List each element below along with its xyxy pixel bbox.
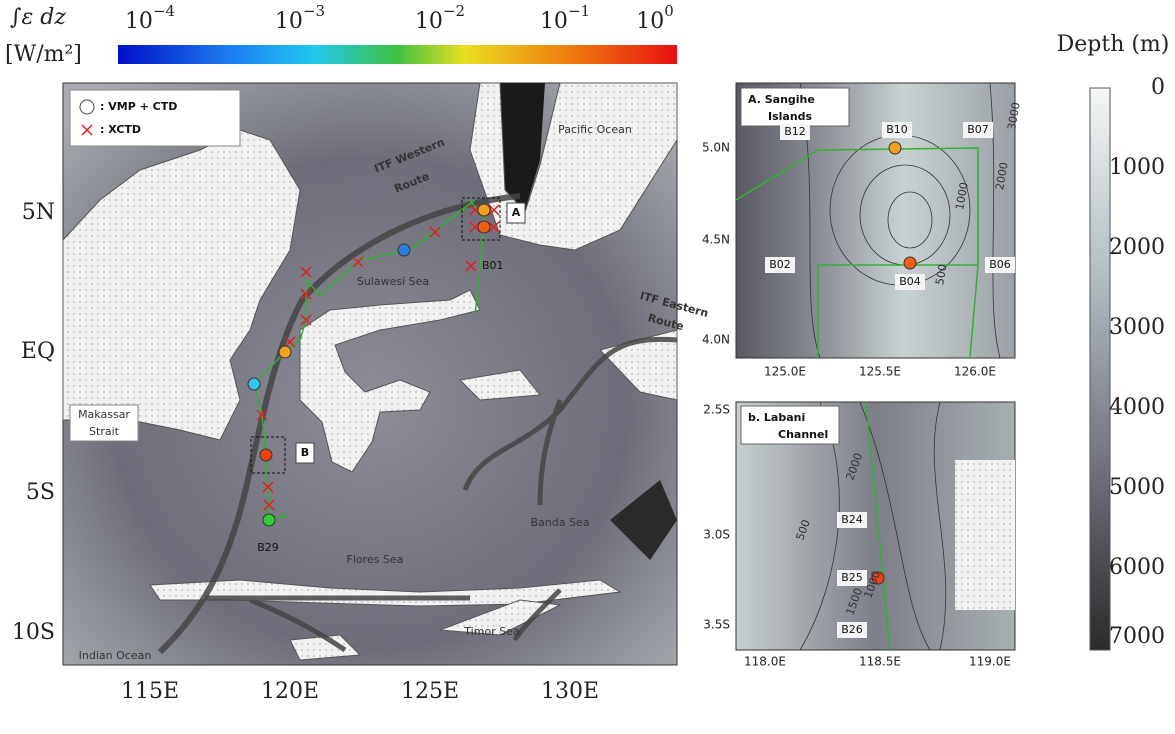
depth-tick-label: 2000	[1109, 235, 1165, 260]
y-tick-label: 5S	[26, 480, 55, 505]
x-tick-label: 118.5E	[859, 655, 901, 669]
inset-title: Islands	[768, 110, 813, 123]
station-label: B02	[769, 258, 791, 271]
tick-base: 10	[415, 9, 443, 34]
legend-label: : XCTD	[100, 123, 141, 136]
station-label: B29	[257, 541, 279, 554]
station-label: B26	[841, 623, 863, 636]
inset-title: Channel	[778, 428, 828, 441]
tick-exp: −1	[568, 2, 590, 20]
y-tick-label: 10S	[12, 620, 55, 645]
y-tick-label: 5.0N	[702, 141, 730, 155]
depth-tick-label: 4000	[1109, 395, 1165, 420]
map-label: Strait	[89, 425, 120, 438]
x-tick-label: 115E	[121, 679, 179, 704]
y-tick-label: 3.0S	[703, 528, 730, 542]
x-tick-label: 130E	[541, 679, 599, 704]
figure: ∫ε dz[W/m²]10−410−310−210−1100: VMP + CT…	[0, 0, 1175, 734]
box-label: B	[301, 446, 309, 459]
map-label: Timor Sea	[463, 625, 519, 638]
colorbar-label: ∫ε dz	[10, 5, 66, 30]
y-tick-label: EQ	[21, 339, 55, 364]
tick-exp: −4	[153, 2, 175, 20]
map-label: Sulawesi Sea	[357, 275, 429, 288]
legend-label: : VMP + CTD	[100, 100, 177, 113]
x-tick-label: 125.0E	[764, 365, 806, 379]
circle-shape	[478, 221, 490, 233]
depth-tick-label: 1000	[1109, 155, 1165, 180]
map-label: Indian Ocean	[79, 649, 152, 662]
colorbar-unit: [W/m²]	[5, 42, 82, 67]
tick-base: 10	[125, 9, 153, 34]
x-tick-label: 126.0E	[954, 365, 996, 379]
y-tick-label: 4.5N	[702, 233, 730, 247]
rect-shape	[955, 460, 1015, 610]
depth-tick-label: 3000	[1109, 315, 1165, 340]
station-label: B12	[784, 125, 806, 138]
circle-shape	[263, 514, 275, 526]
x-tick-label: 120E	[261, 679, 319, 704]
station-label: B07	[967, 123, 989, 136]
rect-shape	[70, 90, 240, 146]
station-label: B24	[841, 513, 863, 526]
tick-base: 10	[540, 9, 568, 34]
circle-shape	[889, 142, 901, 154]
circle-shape	[398, 244, 410, 256]
depth-colorbar	[1090, 88, 1110, 650]
circle-shape	[80, 100, 94, 114]
depth-title: Depth (m)	[1057, 32, 1170, 57]
x-tick-label: 119.0E	[969, 655, 1011, 669]
map-label: Banda Sea	[531, 516, 590, 529]
box-label: A	[512, 206, 521, 219]
station-label: B04	[899, 275, 921, 288]
tick-exp: −3	[303, 2, 325, 20]
y-tick-label: 4.0N	[702, 333, 730, 347]
tick-exp: 0	[664, 2, 674, 20]
colorbar-tick-label: 10−3	[275, 2, 325, 34]
circle-shape	[904, 257, 916, 269]
page: {"colorbar":{"symbol":"∫ε dz","unit":"[W…	[0, 0, 1175, 734]
colorbar-tick-label: 10−2	[415, 2, 465, 34]
inset-title: b. Labani	[748, 411, 805, 424]
depth-tick-label: 5000	[1109, 475, 1165, 500]
tick-base: 10	[275, 9, 303, 34]
map-label: Flores Sea	[347, 553, 404, 566]
depth-tick-label: 0	[1151, 75, 1165, 100]
depth-tick-label: 7000	[1109, 624, 1165, 649]
map-label: Pacific Ocean	[558, 123, 632, 136]
station-label: B06	[989, 258, 1011, 271]
tick-base: 10	[636, 9, 664, 34]
colorbar	[118, 45, 677, 64]
tick-exp: −2	[443, 2, 465, 20]
station-label: B25	[841, 571, 863, 584]
inset-title: A. Sangihe	[748, 93, 815, 106]
depth-tick-label: 6000	[1109, 555, 1165, 580]
x-tick-label: 125.5E	[859, 365, 901, 379]
circle-shape	[478, 204, 490, 216]
station-label: B01	[482, 259, 504, 272]
colorbar-tick-label: 10−1	[540, 2, 590, 34]
x-tick-label: 118.0E	[744, 655, 786, 669]
circle-shape	[279, 346, 291, 358]
y-tick-label: 2.5S	[703, 403, 730, 417]
x-tick-label: 125E	[401, 679, 459, 704]
map-label: Makassar	[78, 408, 130, 421]
y-tick-label: 5N	[22, 200, 55, 225]
station-label: B10	[886, 123, 908, 136]
y-tick-label: 3.5S	[703, 618, 730, 632]
circle-shape	[260, 449, 272, 461]
colorbar-tick-label: 100	[636, 2, 674, 34]
colorbar-tick-label: 10−4	[125, 2, 175, 34]
circle-shape	[248, 378, 260, 390]
